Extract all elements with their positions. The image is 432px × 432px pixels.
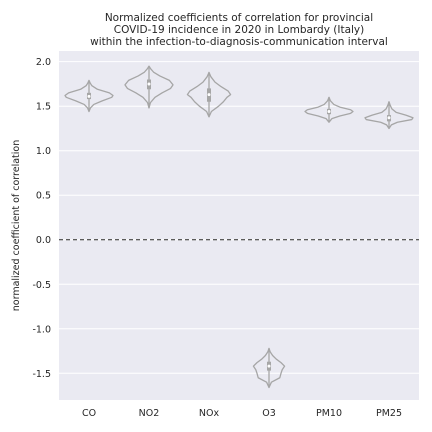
title-line-2: COVID-19 incidence in 2020 in Lombardy (… xyxy=(114,24,365,36)
violin-median xyxy=(86,94,92,99)
y-axis-tick-labels: -1.5 -1.0 -0.5 0.0 0.5 1.0 1.5 2.0 xyxy=(32,57,51,380)
y-tick-label: -0.5 xyxy=(32,280,51,291)
x-tick-label: O3 xyxy=(262,408,276,419)
plot-area xyxy=(59,51,419,400)
y-tick-label: 0.0 xyxy=(36,235,51,246)
violin-median xyxy=(146,81,152,87)
violin-median xyxy=(386,115,392,120)
violin-median xyxy=(266,364,272,369)
violin-body xyxy=(64,79,114,113)
violin-no2 xyxy=(124,65,174,109)
y-tick-label: 1.5 xyxy=(36,102,51,113)
violin-pm10 xyxy=(304,96,354,123)
x-tick-label: NOx xyxy=(199,408,220,419)
y-axis-label: normalized coefficient of correlation xyxy=(11,140,22,312)
y-tick-label: -1.0 xyxy=(32,324,51,335)
violin-pm25 xyxy=(364,101,414,130)
x-tick-label: NO2 xyxy=(139,408,160,419)
chart-title: Normalized coefficients of correlation f… xyxy=(90,12,388,48)
violin-nox xyxy=(186,71,232,118)
y-tick-label: 1.0 xyxy=(36,146,51,157)
violin-median xyxy=(206,92,212,97)
title-line-1: Normalized coefficients of correlation f… xyxy=(105,12,373,24)
title-line-3: within the infection-to-diagnosis-commun… xyxy=(90,36,388,48)
y-tick-label: 2.0 xyxy=(36,57,51,68)
y-tick-label: -1.5 xyxy=(32,369,51,380)
y-tick-label: 0.5 xyxy=(36,191,51,202)
violins xyxy=(64,65,414,389)
x-tick-label: PM25 xyxy=(376,408,402,419)
violin-o3 xyxy=(252,347,286,389)
violin-co xyxy=(64,79,114,113)
violin-body xyxy=(252,347,286,389)
x-tick-label: CO xyxy=(82,408,96,419)
x-axis-tick-labels: CO NO2 NOx O3 PM10 PM25 xyxy=(82,408,402,419)
violin-median xyxy=(326,109,332,114)
x-tick-label: PM10 xyxy=(316,408,342,419)
